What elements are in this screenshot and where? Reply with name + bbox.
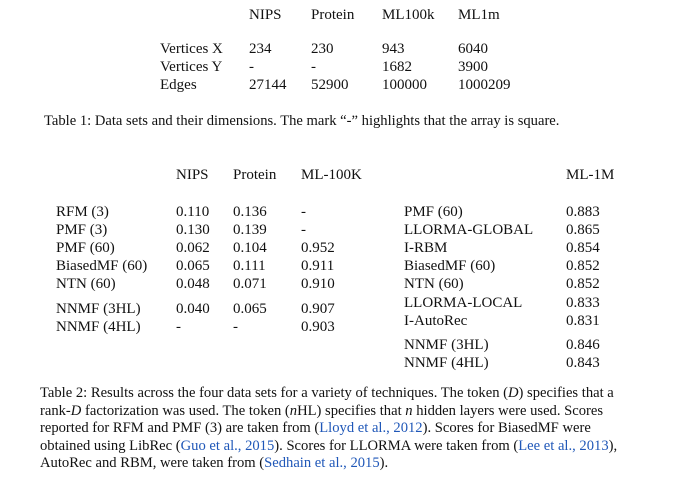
t2-right-cell: 0.843 <box>566 355 600 371</box>
t2-left-label: BiasedMF (60) <box>56 258 148 274</box>
t1-row-label: Vertices Y <box>160 59 223 75</box>
t1-cell: 943 <box>382 41 405 57</box>
t2-right-label: I-AutoRec <box>404 313 468 329</box>
t2-right-label: PMF (60) <box>404 204 463 220</box>
t2-left-cell: 0.062 <box>176 240 210 256</box>
t2-left-label: PMF (60) <box>56 240 115 256</box>
t2-left-label: NNMF (3HL) <box>56 301 141 317</box>
t2-header-ml1m: ML-1M <box>566 167 615 183</box>
t2-left-cell: 0.071 <box>233 276 267 292</box>
t2-right-cell: 0.854 <box>566 240 600 256</box>
t2-left-cell: 0.065 <box>233 301 267 317</box>
t2-right-cell: 0.852 <box>566 276 600 292</box>
t1-cell: - <box>311 59 316 75</box>
t2-right-cell: 0.852 <box>566 258 600 274</box>
t2-left-cell: 0.136 <box>233 204 267 220</box>
t2-right-label: I-RBM <box>404 240 448 256</box>
t1-row-label: Vertices X <box>160 41 223 57</box>
t1-cell: 3900 <box>458 59 488 75</box>
t2-right-cell: 0.883 <box>566 204 600 220</box>
t1-row-label: Edges <box>160 77 197 93</box>
t2-left-cell: 0.907 <box>301 301 335 317</box>
t1-cell: 27144 <box>249 77 287 93</box>
t2-left-cell: 0.903 <box>301 319 335 335</box>
citation-link[interactable]: Lloyd et al., 2012 <box>319 420 423 436</box>
t2-header-nips: NIPS <box>176 167 209 183</box>
t2-left-cell: 0.910 <box>301 276 335 292</box>
t2-left-cell: 0.952 <box>301 240 335 256</box>
t1-cell: 6040 <box>458 41 488 57</box>
t1-cell: 52900 <box>311 77 349 93</box>
t1-cell: 230 <box>311 41 334 57</box>
t2-left-cell: 0.139 <box>233 222 267 238</box>
citation-link[interactable]: Sedhain et al., 2015 <box>264 455 380 471</box>
t2-header-protein: Protein <box>233 167 277 183</box>
t2-right-cell: 0.831 <box>566 313 600 329</box>
t1-cell: - <box>249 59 254 75</box>
t1-cell: 100000 <box>382 77 427 93</box>
citation-link[interactable]: Lee et al., 2013 <box>518 437 609 454</box>
t1-header-ml1m: ML1m <box>458 7 500 23</box>
t1-caption: Table 1: Data sets and their dimensions.… <box>44 113 560 129</box>
t2-left-cell: 0.065 <box>176 258 210 274</box>
t2-right-label: LLORMA-LOCAL <box>404 295 523 311</box>
t1-cell: 1000209 <box>458 77 511 93</box>
t2-left-label: PMF (3) <box>56 222 108 238</box>
t2-left-cell: 0.048 <box>176 276 210 292</box>
t2-right-cell: 0.865 <box>566 222 600 238</box>
t2-right-label: LLORMA-GLOBAL <box>404 222 534 238</box>
t2-left-cell: 0.130 <box>176 222 210 238</box>
t2-right-cell: 0.833 <box>566 295 600 311</box>
t2-left-cell: - <box>233 319 238 335</box>
t2-left-cell: - <box>301 222 306 238</box>
t1-header-ml100k: ML100k <box>382 7 435 23</box>
t2-left-label: NNMF (4HL) <box>56 319 141 335</box>
t2-left-cell: 0.040 <box>176 301 210 317</box>
t2-left-label: NTN (60) <box>56 276 116 292</box>
t2-right-label: NNMF (3HL) <box>404 337 489 353</box>
t2-right-label: NTN (60) <box>404 276 464 292</box>
t1-header-protein: Protein <box>311 7 355 23</box>
t2-left-cell: 0.911 <box>301 258 335 274</box>
t2-right-cell: 0.846 <box>566 337 600 353</box>
t2-left-label: RFM (3) <box>56 204 109 220</box>
t2-header-ml100k: ML-100K <box>301 167 362 183</box>
t2-left-cell: 0.110 <box>176 204 210 220</box>
t2-caption: Table 2: Results across the four data se… <box>40 385 618 471</box>
t1-cell: 1682 <box>382 59 412 75</box>
t2-left-cell: - <box>301 204 306 220</box>
t2-right-label: NNMF (4HL) <box>404 355 489 371</box>
t1-header-nips: NIPS <box>249 7 282 23</box>
t2-left-cell: - <box>176 319 181 335</box>
citation-link[interactable]: Guo et al., 2015 <box>180 437 275 454</box>
t2-right-label: BiasedMF (60) <box>404 258 496 274</box>
t2-left-cell: 0.111 <box>233 258 266 274</box>
t2-left-cell: 0.104 <box>233 240 267 256</box>
t1-cell: 234 <box>249 41 272 57</box>
